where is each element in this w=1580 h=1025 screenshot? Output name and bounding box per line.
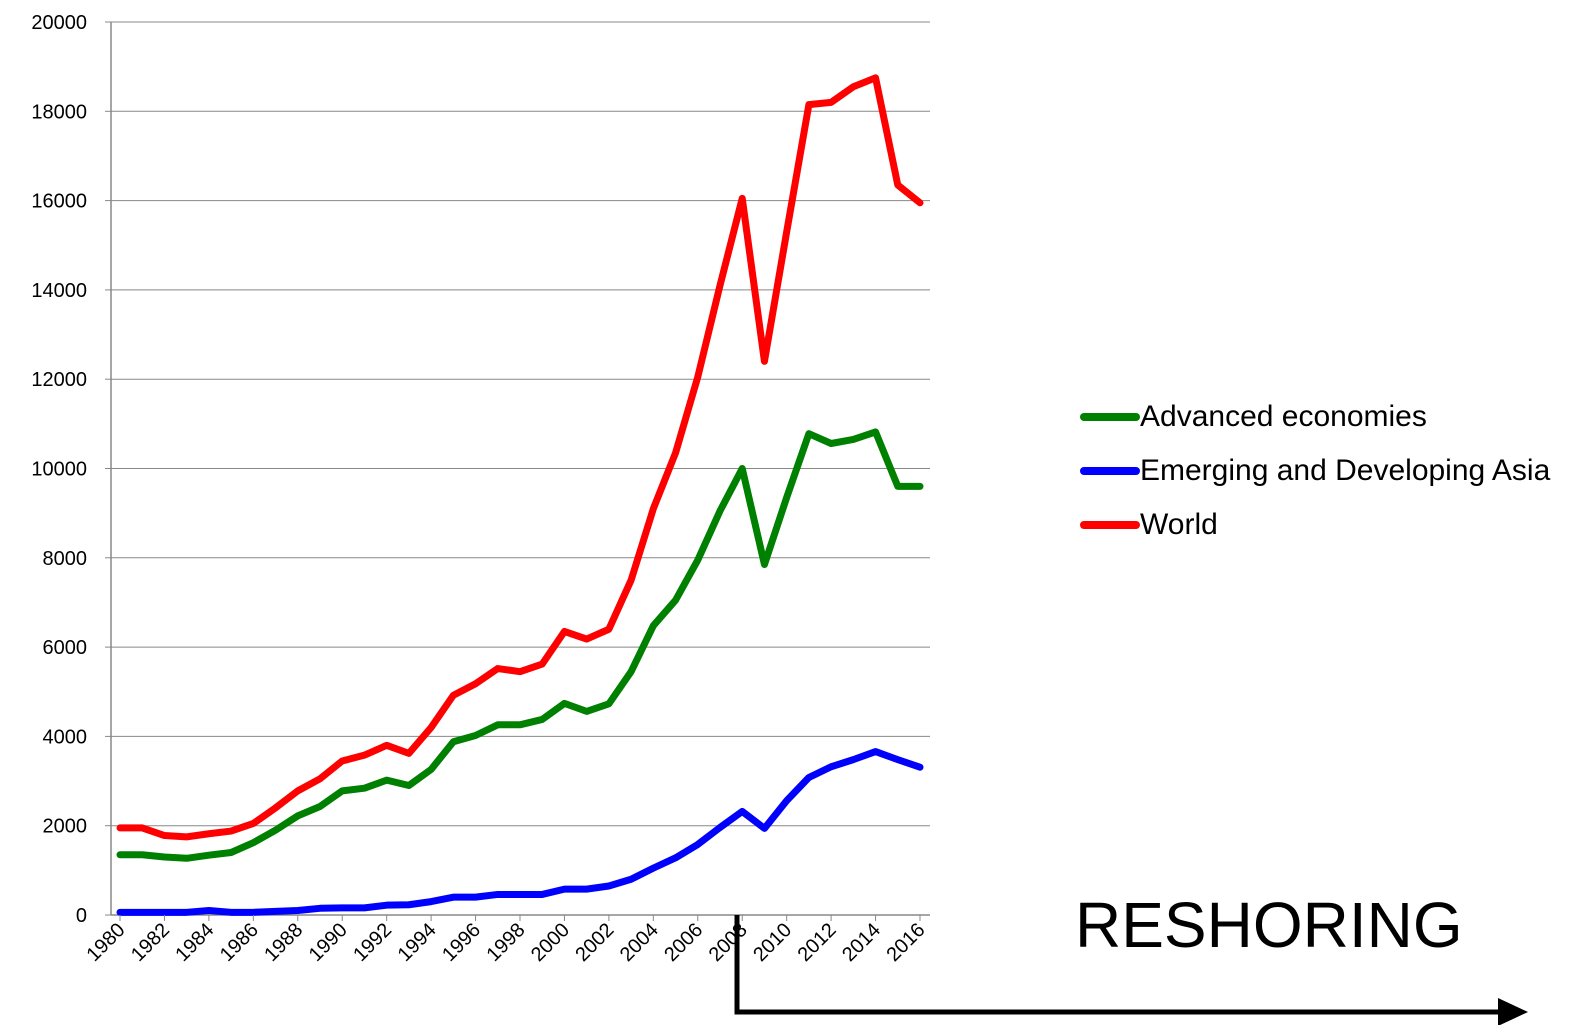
- y-tick-label: 4000: [43, 726, 88, 748]
- arrow-head: [1498, 998, 1528, 1025]
- x-tick-label: 1992: [349, 919, 396, 966]
- plot: [116, 74, 924, 916]
- legend-label: Emerging and Developing Asia: [1140, 454, 1551, 487]
- x-tick-label: 1998: [483, 919, 530, 966]
- legend-swatch: [1080, 521, 1140, 529]
- x-tick-label: 2002: [571, 919, 618, 966]
- series-line: [116, 748, 924, 916]
- x-tick-label: 1990: [305, 919, 352, 966]
- series-line: [116, 428, 924, 862]
- x-tick-label: 1986: [216, 919, 263, 966]
- y-tick-label: 12000: [31, 369, 87, 391]
- x-tick-label: 1994: [394, 919, 441, 966]
- x-tick-label: 1996: [438, 919, 485, 966]
- x-tick-label: 1982: [127, 919, 174, 966]
- x-tick-label: 2010: [749, 919, 796, 966]
- legend-swatch: [1080, 467, 1140, 475]
- reshoring-arrow: [734, 915, 1510, 1015]
- y-tick-label: 6000: [43, 637, 88, 659]
- series-line: [116, 74, 924, 841]
- y-tick-label: 10000: [31, 459, 87, 481]
- x-tick-label: 1980: [83, 919, 130, 966]
- legend-item: World: [1080, 506, 1580, 544]
- y-tick-label: 14000: [31, 280, 87, 302]
- legend: Advanced economies Emerging and Developin…: [1080, 398, 1580, 560]
- x-tick-label: 2000: [527, 919, 574, 966]
- y-tick-label: 2000: [43, 816, 88, 838]
- x-tick-label: 2016: [883, 919, 930, 966]
- y-tick-label: 8000: [43, 548, 88, 570]
- legend-item: Advanced economies: [1080, 398, 1580, 436]
- x-tick-label: 2006: [660, 919, 707, 966]
- legend-label: Advanced economies: [1140, 400, 1427, 433]
- y-tick-label: 18000: [31, 101, 87, 123]
- x-tick-label: 2008: [705, 919, 752, 966]
- legend-item: Emerging and Developing Asia: [1080, 452, 1580, 490]
- annotation: RESHORING: [1075, 889, 1463, 961]
- legend-label: World: [1140, 508, 1218, 541]
- x-tick-label: 2014: [838, 919, 885, 966]
- x-tick-label: 1988: [260, 919, 307, 966]
- x-tick-label: 1984: [171, 919, 218, 966]
- legend-swatch: [1080, 413, 1140, 421]
- x-tick-label: 2004: [616, 919, 663, 966]
- y-tick-label: 0: [76, 905, 87, 927]
- y-tick-label: 20000: [31, 12, 87, 34]
- y-tick-label: 16000: [31, 191, 87, 213]
- x-tick-label: 2012: [794, 919, 841, 966]
